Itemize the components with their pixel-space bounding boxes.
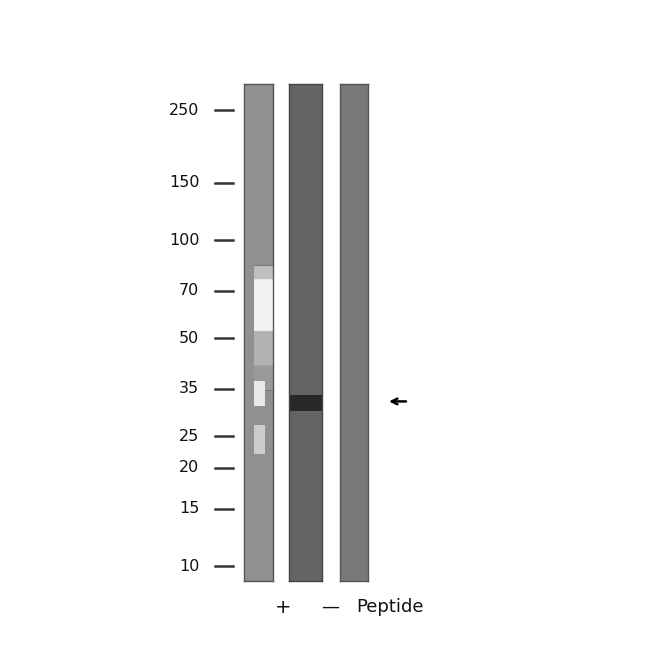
Text: 150: 150: [169, 175, 200, 190]
Text: —: —: [321, 598, 339, 616]
Text: 15: 15: [179, 501, 200, 516]
Text: 70: 70: [179, 283, 200, 298]
Text: 50: 50: [179, 331, 200, 346]
Bar: [340, 84, 368, 581]
Text: 10: 10: [179, 559, 200, 573]
Text: 35: 35: [179, 381, 200, 396]
Text: 20: 20: [179, 461, 200, 476]
Bar: [254, 381, 265, 406]
Text: 25: 25: [179, 429, 200, 444]
Text: 100: 100: [169, 233, 200, 248]
Text: Peptide: Peptide: [356, 598, 423, 616]
Bar: [244, 84, 273, 581]
Bar: [273, 84, 289, 581]
Bar: [322, 84, 340, 581]
Text: +: +: [275, 598, 291, 617]
Bar: [254, 426, 265, 455]
Bar: [289, 395, 322, 411]
Bar: [289, 84, 322, 581]
Text: 250: 250: [169, 103, 200, 118]
